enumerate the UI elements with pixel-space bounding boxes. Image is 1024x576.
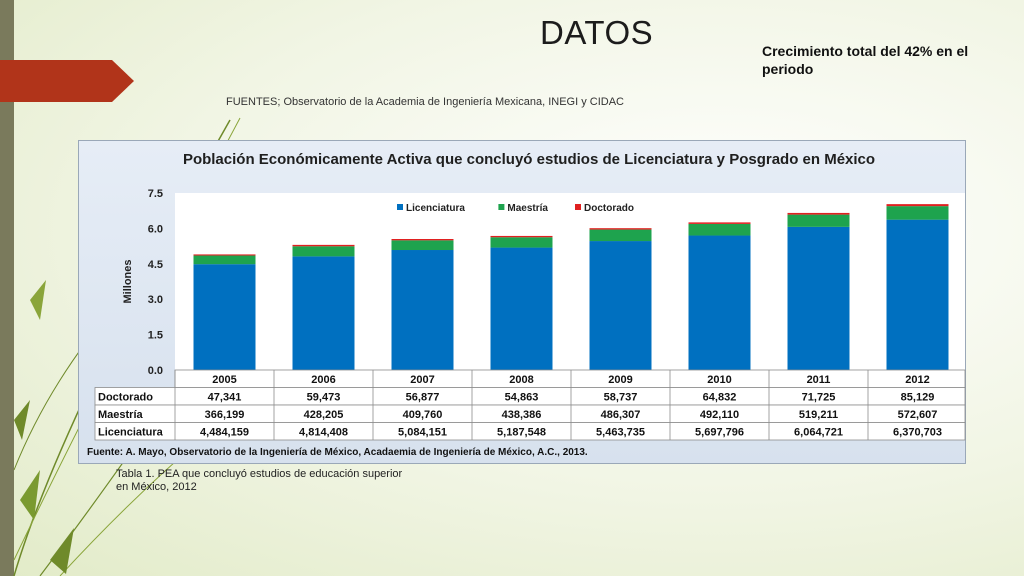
legend-swatch: [498, 204, 505, 210]
table-cell-value: 4,484,159: [200, 427, 249, 439]
table-cell-value: 58,737: [604, 392, 638, 404]
table-header-row: [174, 369, 966, 388]
bar-doctorado: [193, 254, 256, 256]
side-strip: [0, 0, 14, 576]
chart-svg: 0.0 1.5 3.0 4.5 6.0 7.5 Millones Licenciatura Ma…: [94, 188, 966, 441]
table-cell-value: 486,307: [601, 409, 641, 421]
bar-maestría: [193, 255, 256, 265]
table-caption: Tabla 1. PEA que concluyó estudios de ed…: [116, 468, 403, 493]
bar-licenciatura: [292, 256, 355, 370]
table-header-year: 2012: [905, 374, 929, 386]
bar-doctorado: [688, 222, 751, 224]
y-tick-label: 3.0: [148, 294, 163, 306]
table-cell-value: 47,341: [208, 392, 242, 404]
table-row-label: Doctorado: [98, 392, 153, 404]
legend-swatch: [397, 204, 403, 210]
slide-title: DATOS: [540, 14, 654, 51]
table-header-year: 2011: [807, 374, 831, 386]
sources-text: FUENTES; Observatorio de la Academia de …: [226, 96, 624, 108]
bar-maestría: [886, 206, 949, 220]
bar-licenciatura: [589, 241, 652, 370]
table-cell-value: 519,211: [799, 409, 838, 421]
table-cell-value: 71,725: [802, 392, 836, 404]
y-tick-label: 6.0: [148, 223, 163, 235]
bar-doctorado: [886, 204, 949, 207]
table-cell-value: 54,863: [505, 392, 539, 404]
bar-doctorado: [787, 212, 850, 215]
table-cell-value: 428,205: [304, 409, 344, 421]
y-tick-label: 1.5: [148, 330, 163, 342]
table-cell-value: 85,129: [901, 392, 935, 404]
bar-maestría: [787, 214, 850, 227]
y-axis-label: Millones: [122, 259, 134, 303]
table-cell-value: 5,697,796: [695, 427, 744, 439]
table-row: [94, 422, 966, 441]
y-tick-label: 7.5: [148, 188, 163, 200]
bar-maestría: [688, 223, 751, 236]
bar-licenciatura: [886, 219, 949, 370]
bar-maestría: [391, 240, 454, 251]
table-header-year: 2007: [410, 374, 434, 386]
legend-swatch: [575, 204, 581, 210]
chart-figure: Población Económicamente Activa que conc…: [78, 140, 966, 464]
table-cell-value: 6,064,721: [794, 427, 843, 439]
figure-source: Fuente: A. Mayo, Observatorio de la Inge…: [87, 447, 588, 458]
table-header-year: 2005: [212, 374, 236, 386]
bar-doctorado: [490, 235, 553, 238]
table-cell-value: 5,463,735: [596, 427, 645, 439]
growth-note: Crecimiento total del 42% en el periodo: [762, 43, 969, 77]
table-cell-value: 492,110: [700, 409, 739, 421]
legend-label: Maestría: [507, 203, 548, 214]
chart-title: Población Económicamente Activa que conc…: [182, 151, 876, 168]
table-header-year: 2009: [608, 374, 632, 386]
table-row-label: Licenciatura: [98, 427, 164, 439]
table-cell-value: 59,473: [307, 392, 341, 404]
bar-maestría: [589, 229, 652, 242]
bar-licenciatura: [490, 247, 553, 370]
table-cell-value: 4,814,408: [299, 427, 348, 439]
table-cell-value: 409,760: [403, 409, 443, 421]
table-cell-value: 438,386: [502, 409, 542, 421]
bar-doctorado: [589, 228, 652, 230]
y-tick-label: 4.5: [148, 259, 163, 271]
bar-licenciatura: [787, 226, 850, 370]
table-header-year: 2006: [311, 374, 335, 386]
bar-maestría: [490, 237, 553, 248]
table-cell-value: 5,084,151: [398, 427, 447, 439]
y-tick-label: 0.0: [148, 365, 163, 377]
table-cell-value: 572,607: [898, 409, 938, 421]
bar-maestría: [292, 246, 355, 257]
table-header-year: 2010: [707, 374, 731, 386]
table-header-year: 2008: [509, 374, 533, 386]
bar-doctorado: [391, 239, 454, 241]
table-cell-value: 366,199: [205, 409, 245, 421]
table-cell-value: 64,832: [703, 392, 737, 404]
bar-licenciatura: [688, 235, 751, 370]
bar-licenciatura: [193, 264, 256, 370]
legend-label: Doctorado: [584, 203, 634, 214]
bar-doctorado: [292, 244, 355, 247]
table-row-label: Maestría: [98, 409, 144, 421]
table-cell-value: 56,877: [406, 392, 440, 404]
bar-licenciatura: [391, 250, 454, 370]
legend-label: Licenciatura: [406, 203, 465, 214]
accent-tab: [0, 60, 134, 102]
table-cell-value: 5,187,548: [497, 427, 546, 439]
table-cell-value: 6,370,703: [893, 427, 942, 439]
